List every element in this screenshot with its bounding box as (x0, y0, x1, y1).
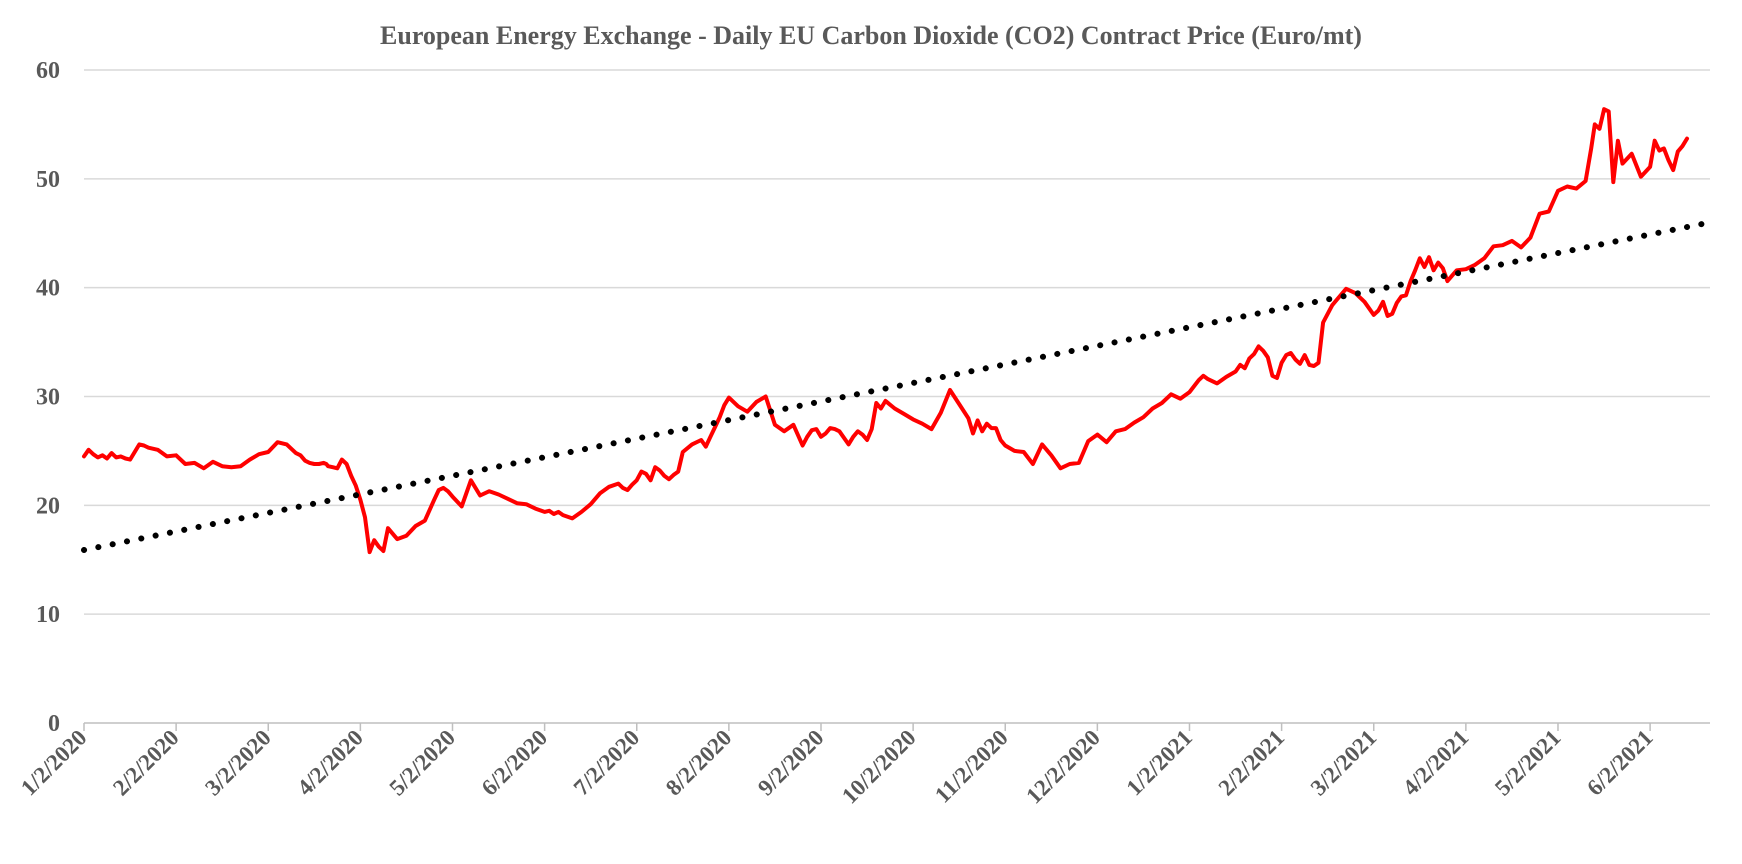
x-tick-label-6: 7/2/2020 (569, 725, 645, 801)
x-tick-label-5: 6/2/2020 (477, 725, 553, 801)
x-tick-label-12: 1/2/2021 (1122, 725, 1198, 801)
x-tick-label-14: 3/2/2021 (1306, 725, 1382, 801)
y-tick-label-60: 60 (36, 58, 60, 84)
price-series-line (82, 107, 1689, 555)
x-tick-label-3: 4/2/2020 (292, 725, 368, 801)
series-lines (81, 107, 1713, 555)
x-tick-label-10: 11/2/2020 (930, 725, 1013, 808)
x-tick-label-15: 4/2/2021 (1398, 725, 1474, 801)
y-tick-label-10: 10 (36, 602, 60, 628)
y-tick-label-50: 50 (36, 167, 60, 193)
x-tick-label-2: 3/2/2020 (200, 725, 276, 801)
y-axis-tick-labels: 0 10 20 30 40 50 60 (36, 58, 60, 737)
x-axis-tick-labels: 1/2/2020 2/2/2020 3/2/2020 4/2/2020 5/2/2020… (16, 725, 1658, 809)
x-tick-label-8: 9/2/2020 (753, 725, 829, 801)
y-tick-label-20: 20 (36, 493, 60, 519)
y-tick-label-40: 40 (36, 276, 60, 302)
gridlines (84, 69, 1710, 615)
x-tick-label-13: 2/2/2021 (1214, 725, 1290, 801)
x-axis (83, 722, 1710, 731)
x-tick-label-1: 2/2/2020 (108, 725, 184, 801)
x-tick-label-4: 5/2/2020 (385, 725, 461, 801)
y-tick-label-0: 0 (48, 711, 60, 737)
x-tick-label-16: 5/2/2021 (1490, 725, 1566, 801)
x-tick-label-17: 6/2/2021 (1582, 725, 1658, 801)
x-tick-label-9: 10/2/2020 (837, 725, 921, 809)
y-tick-label-30: 30 (36, 385, 60, 411)
trendline (81, 219, 1713, 553)
x-tick-label-11: 12/2/2020 (1021, 725, 1105, 809)
chart-title: European Energy Exchange - Daily EU Carb… (380, 21, 1362, 50)
x-tick-label-7: 8/2/2020 (661, 725, 737, 801)
